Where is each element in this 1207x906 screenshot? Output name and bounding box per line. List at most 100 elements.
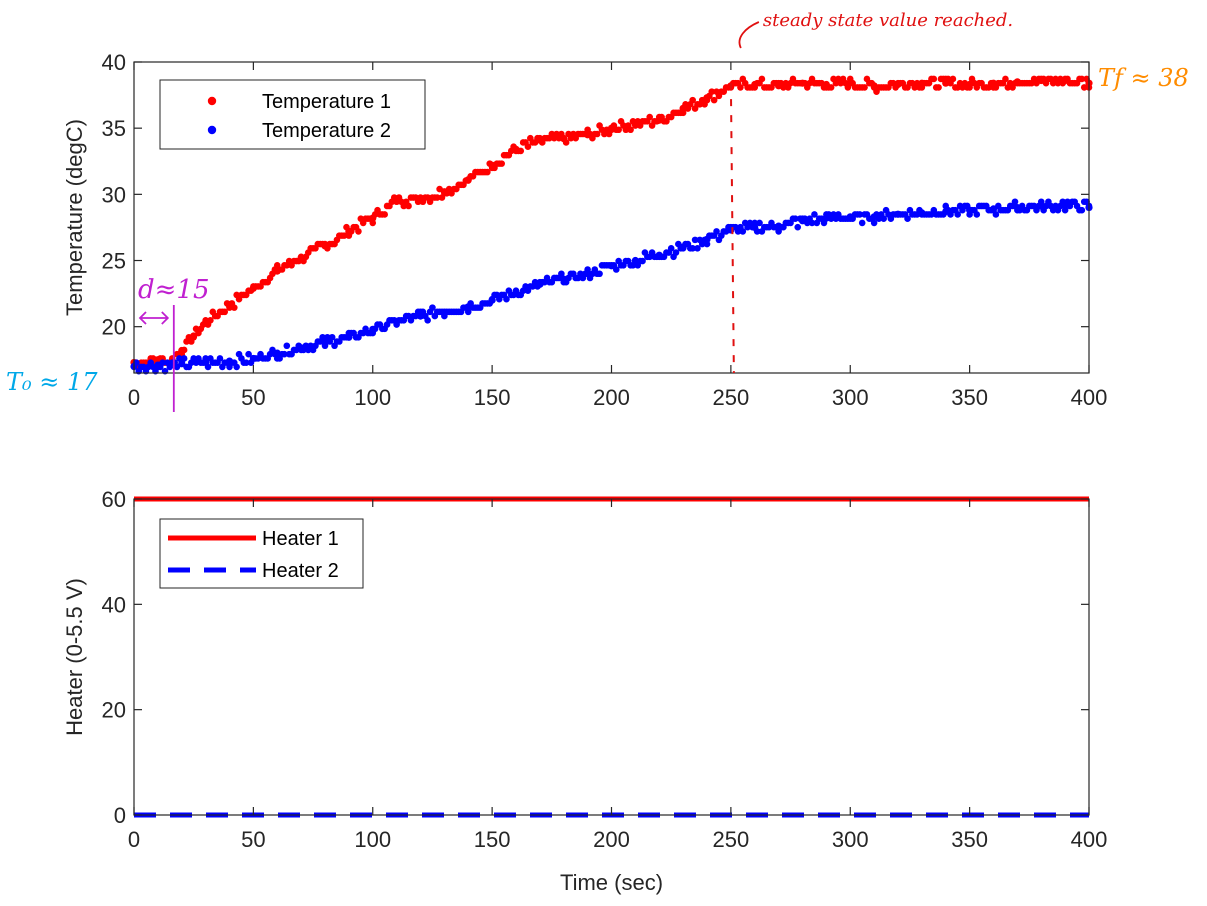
data-point xyxy=(596,270,603,278)
heater-ticks: 0 50 100 150 200 250 300 350 400 0 20 40 60 xyxy=(102,487,1108,852)
x-tick-label: 150 xyxy=(474,385,511,410)
legend-marker xyxy=(207,125,217,135)
data-point xyxy=(560,135,568,143)
data-point xyxy=(794,223,802,231)
data-point xyxy=(858,219,866,227)
heater-xlabel: Time (sec) xyxy=(560,870,663,895)
data-point xyxy=(225,301,234,310)
data-point xyxy=(1013,203,1021,212)
final-temperature-note: Tf ≈ 38 xyxy=(1098,64,1189,92)
data-point xyxy=(416,312,425,320)
legend-label: Temperature 1 xyxy=(262,91,391,113)
data-point xyxy=(154,361,162,369)
temperature-legend: Temperature 1 Temperature 2 xyxy=(159,79,426,150)
data-point xyxy=(464,176,472,184)
data-point xyxy=(536,136,544,144)
data-point xyxy=(369,325,377,333)
data-point xyxy=(904,215,911,222)
data-point xyxy=(954,211,961,218)
x-tick-label: 400 xyxy=(1071,827,1108,852)
x-tick-label: 100 xyxy=(354,827,391,852)
data-point xyxy=(646,113,653,121)
legend-label: Heater 2 xyxy=(262,560,339,582)
data-point xyxy=(949,75,957,83)
data-point xyxy=(273,349,281,357)
data-point xyxy=(424,317,431,324)
x-tick-label: 350 xyxy=(951,827,988,852)
data-point xyxy=(560,275,568,283)
data-point xyxy=(708,88,716,95)
steady-state-marker-line xyxy=(729,83,735,374)
x-tick-label: 250 xyxy=(713,827,750,852)
x-tick-label: 200 xyxy=(593,827,630,852)
data-point xyxy=(775,222,783,230)
data-point xyxy=(942,79,950,87)
data-point xyxy=(880,215,887,222)
data-point xyxy=(584,131,592,139)
data-point xyxy=(694,245,701,252)
data-point xyxy=(429,304,436,311)
x-tick-label: 300 xyxy=(832,385,869,410)
x-tick-label: 0 xyxy=(128,385,140,410)
data-point xyxy=(283,342,291,350)
data-point xyxy=(942,207,950,216)
data-point xyxy=(393,197,401,205)
data-point xyxy=(1013,78,1021,86)
data-point xyxy=(612,266,620,273)
data-point xyxy=(433,194,441,201)
data-point xyxy=(524,143,532,150)
legend-marker xyxy=(207,96,217,106)
x-tick-label: 350 xyxy=(951,385,988,410)
data-point xyxy=(319,333,326,341)
temperature-plot-area xyxy=(130,75,1093,375)
data-point xyxy=(792,215,799,222)
y-tick-label: 25 xyxy=(102,249,126,274)
data-point xyxy=(249,284,257,292)
y-tick-label: 40 xyxy=(102,592,126,617)
data-point xyxy=(1037,76,1045,85)
data-point xyxy=(584,270,592,278)
dead-time-arrow xyxy=(138,311,170,325)
data-point xyxy=(846,79,854,87)
data-point xyxy=(808,219,816,227)
x-tick-label: 150 xyxy=(474,827,511,852)
handwritten-annotations: steady state value reached. Tf ≈ 38 T₀ ≈… xyxy=(6,10,1189,412)
data-point xyxy=(870,219,878,227)
data-point xyxy=(190,332,198,340)
data-point xyxy=(822,80,830,89)
data-point xyxy=(340,232,348,239)
y-tick-label: 60 xyxy=(102,487,126,512)
data-point xyxy=(178,346,186,355)
data-point xyxy=(689,96,696,104)
x-tick-label: 100 xyxy=(354,385,391,410)
data-point xyxy=(989,79,998,87)
data-point xyxy=(756,219,763,227)
data-point xyxy=(615,126,622,134)
data-point xyxy=(667,245,675,252)
data-point xyxy=(321,242,329,250)
data-point xyxy=(225,357,234,365)
data-point xyxy=(440,188,448,196)
x-tick-label: 400 xyxy=(1071,385,1108,410)
x-tick-label: 250 xyxy=(713,385,750,410)
data-point xyxy=(216,355,224,362)
heater-axes: 0 50 100 150 200 250 300 350 400 0 20 40 60 Heater (… xyxy=(62,487,1107,895)
x-tick-label: 0 xyxy=(128,827,140,852)
x-tick-label: 300 xyxy=(832,827,869,852)
data-point xyxy=(918,209,926,217)
steady-state-note: steady state value reached. xyxy=(763,10,1013,31)
data-point xyxy=(1080,84,1088,91)
temperature-ylabel: Temperature (degC) xyxy=(62,119,87,316)
data-point xyxy=(464,308,472,316)
data-point xyxy=(321,338,329,347)
data-point xyxy=(607,124,616,132)
data-point xyxy=(249,354,257,363)
data-point xyxy=(846,213,854,221)
data-point xyxy=(607,262,616,270)
data-point xyxy=(355,228,362,235)
legend-box xyxy=(159,79,426,150)
data-point xyxy=(1011,198,1019,206)
data-point xyxy=(1002,75,1009,83)
data-point xyxy=(221,308,229,316)
